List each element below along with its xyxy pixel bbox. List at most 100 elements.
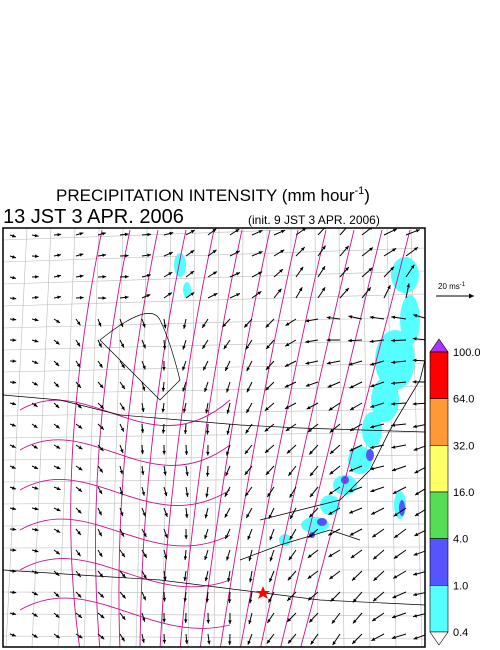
contour xyxy=(19,399,231,427)
wind-arrow xyxy=(97,381,104,389)
precip-core xyxy=(317,518,327,526)
wind-head xyxy=(11,423,16,427)
wind-arrow xyxy=(329,465,341,475)
wind-head xyxy=(184,640,189,644)
wind-arrow xyxy=(53,339,60,345)
wind-head xyxy=(121,553,125,558)
wind-arrow xyxy=(412,424,425,429)
wind-arrow xyxy=(119,381,126,390)
wind-head xyxy=(99,468,103,473)
wind-arrow xyxy=(9,255,17,259)
wind-head xyxy=(413,447,418,451)
graticule xyxy=(3,408,425,417)
wind-arrow xyxy=(53,507,61,512)
wind-arrow xyxy=(9,359,17,363)
graticule xyxy=(109,228,124,647)
wind-head xyxy=(142,323,146,328)
wind-head xyxy=(185,493,189,497)
wind-arrow xyxy=(53,528,61,534)
wind-arrow xyxy=(97,633,105,640)
wind-head xyxy=(183,577,187,581)
wind-arrow xyxy=(349,423,363,432)
colorbar: 100.0 64.0 32.0 16.0 4.0 1.0 0.4 xyxy=(429,338,481,646)
wind-arrow xyxy=(393,528,407,539)
wind-arrow xyxy=(53,423,60,429)
wind-arrow xyxy=(413,571,425,576)
wind-arrow xyxy=(75,232,84,236)
wind-arrow xyxy=(247,528,253,540)
wind-arrow xyxy=(119,360,126,369)
wind-arrow xyxy=(248,549,253,562)
wind-arrow xyxy=(326,360,341,365)
wind-arrow xyxy=(351,633,363,645)
wind-head xyxy=(99,363,103,368)
wind-head xyxy=(120,512,124,517)
wind-head xyxy=(392,248,397,252)
wind-arrow xyxy=(383,247,397,257)
wind-head xyxy=(184,535,188,540)
wind-head xyxy=(33,634,38,638)
wind-head xyxy=(307,575,312,579)
wind-head xyxy=(190,292,195,296)
wind-arrow xyxy=(349,444,363,452)
wind-head xyxy=(413,572,418,576)
wind-head xyxy=(228,641,232,645)
wind-head xyxy=(391,338,395,343)
wind-head xyxy=(76,342,81,347)
wind-head xyxy=(225,366,229,371)
wind-arrow xyxy=(226,402,231,414)
wind-arrow xyxy=(9,465,16,469)
wind-head xyxy=(373,577,378,581)
wind-head xyxy=(184,619,188,624)
wind-head xyxy=(371,637,376,641)
wind-head xyxy=(12,275,17,280)
wind-head xyxy=(267,492,271,497)
wind-arrow xyxy=(327,528,341,536)
wind-head xyxy=(56,465,61,470)
wind-head xyxy=(163,555,168,560)
wind-head xyxy=(56,319,61,323)
wind-head xyxy=(279,269,283,273)
wind-arrow xyxy=(31,233,39,238)
wind-head xyxy=(146,273,151,278)
wind-arrow xyxy=(97,570,104,578)
wind-head xyxy=(55,362,60,367)
wind-arrow xyxy=(9,317,17,322)
wind-head xyxy=(141,386,146,391)
title-close: ) xyxy=(364,186,370,205)
wind-arrow xyxy=(119,612,126,621)
wind-head xyxy=(142,512,146,517)
wind-head xyxy=(413,552,418,556)
wind-head xyxy=(35,275,39,279)
wind-head xyxy=(289,535,294,540)
wind-head xyxy=(390,266,395,271)
wind-head xyxy=(34,486,39,490)
wind-head xyxy=(305,383,310,387)
wind-head xyxy=(326,361,331,365)
wind-head xyxy=(205,598,210,603)
wind-arrow xyxy=(329,423,341,434)
wind-arrow xyxy=(163,231,174,236)
wind-arrow xyxy=(163,318,167,329)
wind-head xyxy=(308,533,313,538)
wind-arrow xyxy=(224,528,231,540)
wind-head xyxy=(224,513,229,518)
wind-head xyxy=(98,511,102,516)
wind-head xyxy=(370,424,375,429)
wind-arrow xyxy=(31,549,39,553)
wind-arrow xyxy=(248,591,253,604)
wind-head xyxy=(143,532,147,537)
wind-arrow xyxy=(162,633,167,644)
wind-arrow xyxy=(224,486,231,497)
wind-head xyxy=(182,345,186,350)
wind-arrow xyxy=(251,251,263,257)
wind-arrow xyxy=(9,611,17,616)
graticule xyxy=(187,228,196,647)
wind-arrow xyxy=(428,229,442,235)
wind-arrow xyxy=(207,271,218,278)
wind-arrow xyxy=(383,284,391,299)
wind-arrow xyxy=(245,507,253,519)
wind-head xyxy=(161,387,166,392)
wind-head xyxy=(212,249,217,254)
wind-arrow xyxy=(141,612,146,622)
